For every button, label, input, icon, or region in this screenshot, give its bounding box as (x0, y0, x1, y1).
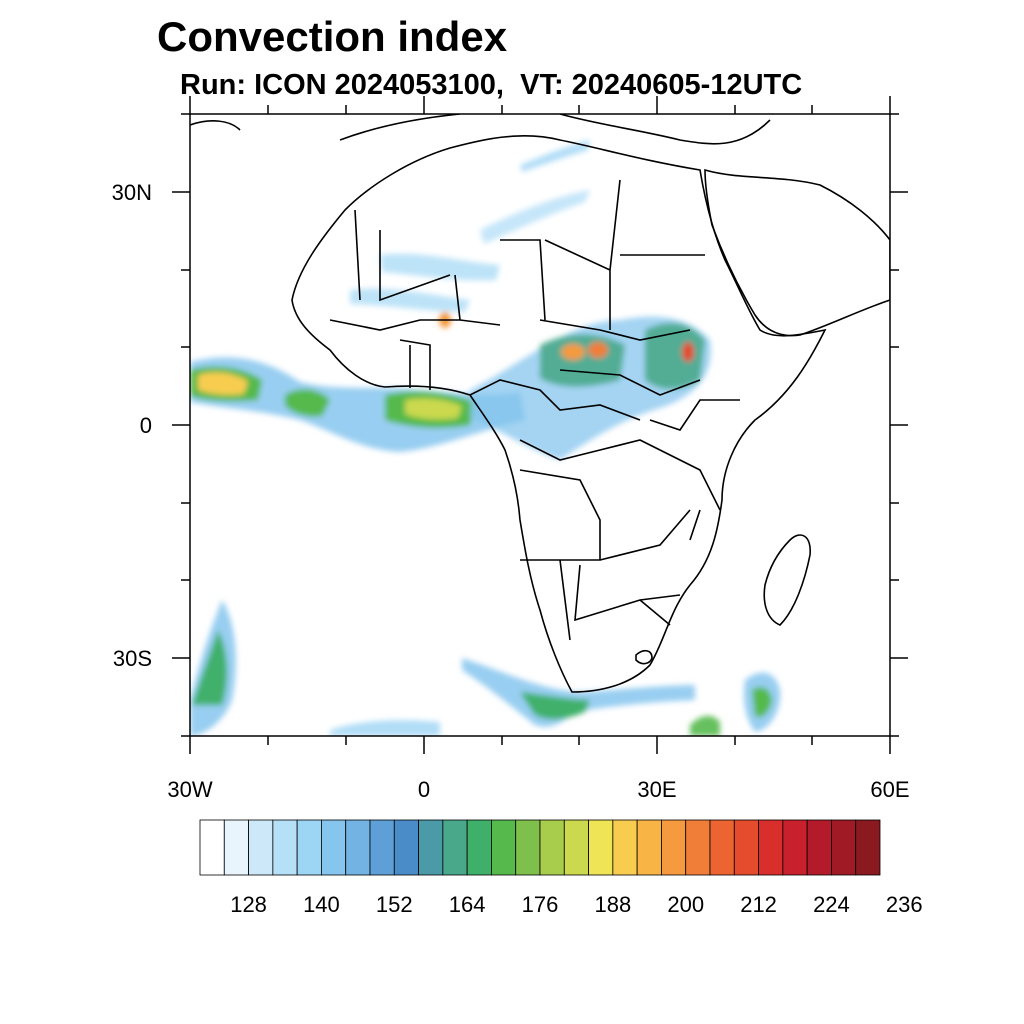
central-africa-core (540, 334, 625, 387)
madagascar (763, 534, 811, 626)
colorbar-swatch (248, 819, 274, 876)
colorbar-swatch (636, 819, 662, 876)
east-africa-core (645, 323, 705, 389)
coastlines (190, 114, 890, 693)
lon-label-30w: 30W (167, 777, 212, 802)
colorbar-swatch (393, 819, 419, 876)
colorbar-swatch (345, 819, 371, 876)
colorbar-tick-label: 212 (740, 892, 777, 917)
colorbar-swatch (588, 819, 614, 876)
colorbar-swatch (831, 819, 857, 876)
itcz-core-2 (285, 389, 330, 417)
far-south-front-2 (690, 715, 720, 736)
colorbar-swatch (685, 819, 711, 876)
colorbar-swatch (782, 819, 808, 876)
colorbar-tick-label: 188 (594, 892, 631, 917)
colorbar-swatch (369, 819, 395, 876)
lon-label-30e: 30E (637, 777, 676, 802)
colorbar-tick-label: 176 (522, 892, 559, 917)
lat-label-30s: 30S (113, 646, 152, 671)
south-front-core (520, 692, 590, 720)
colorbar-swatch (491, 819, 517, 876)
colorbar-swatch (223, 819, 249, 876)
colorbar-swatch (758, 819, 784, 876)
colorbar-swatch (806, 819, 832, 876)
colorbar-swatch (539, 819, 565, 876)
colorbar: 128 140 152 164 176 188 200 212 224 236 (199, 819, 923, 917)
colorbar-swatch (515, 819, 541, 876)
colorbar-swatch (709, 819, 735, 876)
border-1 (354, 179, 705, 396)
arabia-outline (704, 168, 890, 337)
lon-label-0: 0 (418, 777, 430, 802)
africa-outline (291, 135, 827, 693)
southwest-front-core (192, 630, 227, 705)
sahel-streak-2 (350, 288, 470, 312)
itcz-band (190, 357, 525, 452)
hotspot-1 (561, 344, 585, 360)
colorbar-tick-label: 236 (886, 892, 923, 917)
chart-title: Convection index (157, 13, 508, 60)
sahel-streak-1 (380, 253, 500, 281)
med-coast (339, 114, 771, 145)
colorbar-swatch (272, 819, 298, 876)
convection-field (190, 140, 781, 736)
mediterranean-streak (520, 140, 590, 172)
itcz-core-west-hot (198, 372, 248, 395)
colorbar-tick-label: 128 (230, 892, 267, 917)
lon-label-60e: 60E (870, 777, 909, 802)
colorbar-swatch (442, 819, 468, 876)
chart-subtitle: Run: ICON 2024053100, VT: 20240605-12UTC (180, 69, 803, 101)
colorbar-tick-label: 140 (303, 892, 340, 917)
colorbar-tick-label: 224 (813, 892, 850, 917)
colorbar-swatch (612, 819, 638, 876)
colorbar-swatch (563, 819, 589, 876)
border-3 (519, 399, 740, 641)
colorbar-swatch (321, 819, 347, 876)
colorbar-swatch (199, 819, 225, 876)
colorbar-swatch (733, 819, 759, 876)
lat-label-30n: 30N (112, 180, 152, 205)
hotspot-3 (682, 342, 694, 362)
iberia (190, 120, 241, 131)
lesotho (635, 649, 653, 665)
axis-ticks (172, 96, 908, 754)
itcz-core-mid-hot (405, 398, 462, 420)
colorbar-swatch (661, 819, 687, 876)
sahara-streak (480, 190, 590, 244)
southeast-blob-core (752, 687, 772, 718)
colorbar-swatch (296, 819, 322, 876)
colorbar-tick-label: 164 (449, 892, 486, 917)
hotspot-2 (588, 342, 608, 358)
colorbar-swatch (855, 819, 881, 876)
far-south-front (330, 720, 440, 736)
colorbar-tick-label: 152 (376, 892, 413, 917)
lat-label-0: 0 (140, 413, 152, 438)
colorbar-tick-label: 200 (667, 892, 704, 917)
colorbar-swatch (418, 819, 444, 876)
border-2 (329, 319, 661, 461)
colorbar-swatch (466, 819, 492, 876)
